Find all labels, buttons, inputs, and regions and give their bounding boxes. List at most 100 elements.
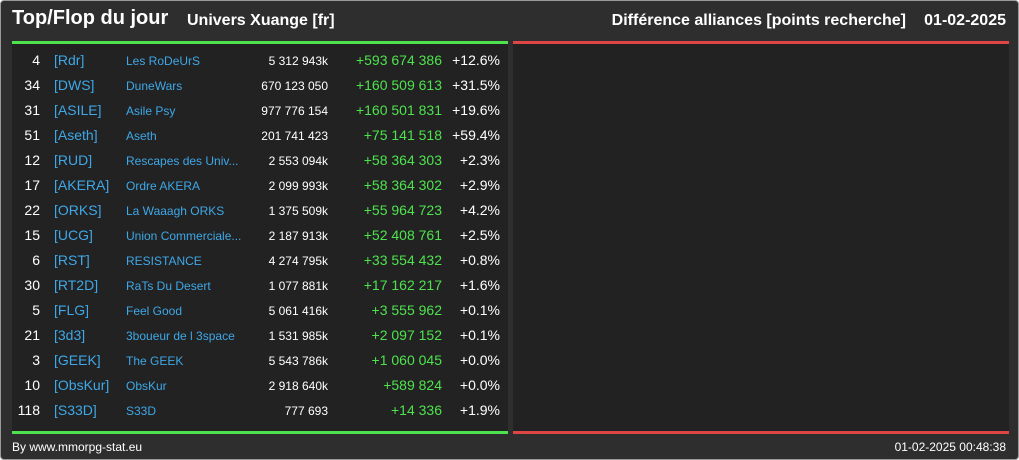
difference-cell: +593 674 386	[355, 52, 442, 68]
header: Top/Flop du jour Univers Xuange [fr] Dif…	[1, 1, 1018, 41]
alliance-name-link[interactable]: 3boueur de l 3space	[126, 329, 235, 343]
alliance-tag-link[interactable]: [ORKS]	[54, 202, 102, 218]
alliance-tag-link[interactable]: [3d3]	[54, 327, 86, 343]
alliance-tag-link[interactable]: [UCG]	[54, 227, 93, 243]
alliance-tag-link[interactable]: [ASILE]	[54, 102, 102, 118]
alliance-name-link[interactable]: Feel Good	[126, 304, 183, 318]
top-losers-panel	[513, 44, 1009, 431]
points-cell: 2 918 640k	[268, 379, 328, 393]
alliance-tag-link[interactable]: [FLG]	[54, 302, 90, 318]
table-row: 12 [RUD] Rescapes des Univ... 2 553 094k +58…	[12, 148, 508, 173]
alliance-tag-link[interactable]: [S33D]	[54, 402, 97, 418]
rank-cell: 15	[24, 227, 40, 243]
top-divider-red	[513, 41, 1009, 44]
alliance-name-link[interactable]: RaTs Du Desert	[126, 279, 211, 293]
percent-cell: +1.9%	[459, 402, 500, 418]
difference-cell: +589 824	[383, 377, 442, 393]
ranking-type-title: Différence alliances [points recherche]	[611, 12, 906, 29]
difference-cell: +14 336	[391, 402, 442, 418]
table-row: 118 [S33D] S33D 777 693 +14 336 +1.9%	[12, 398, 508, 423]
generated-timestamp: 01-02-2025 00:48:38	[894, 440, 1006, 454]
difference-cell: +55 964 723	[363, 202, 442, 218]
alliance-name-link[interactable]: ObsKur	[126, 379, 167, 393]
percent-cell: +31.5%	[452, 77, 500, 93]
table-row: 51 [Aseth] Aseth 201 741 423 +75 141 518 +59.…	[12, 123, 508, 148]
alliance-name-link[interactable]: Asile Psy	[126, 104, 176, 118]
difference-cell: +160 501 831	[355, 102, 442, 118]
table-row: 34 [DWS] DuneWars 670 123 050 +160 509 613 +3…	[12, 73, 508, 98]
alliance-name-link[interactable]: La Waaagh ORKS	[126, 204, 225, 218]
rank-cell: 51	[24, 127, 40, 143]
alliance-name-link[interactable]: Aseth	[126, 129, 157, 143]
points-cell: 670 123 050	[261, 79, 328, 93]
percent-cell: +0.1%	[459, 327, 500, 343]
percent-cell: +59.4%	[452, 127, 500, 143]
points-cell: 4 274 795k	[268, 254, 328, 268]
rank-cell: 31	[24, 102, 40, 118]
rank-cell: 5	[32, 302, 40, 318]
difference-cell: +17 162 217	[363, 277, 442, 293]
percent-cell: +2.3%	[459, 152, 500, 168]
difference-cell: +58 364 303	[363, 152, 442, 168]
rank-cell: 6	[32, 252, 40, 268]
percent-cell: +0.0%	[459, 377, 500, 393]
universe-subtitle: Univers Xuange [fr]	[187, 12, 335, 29]
alliance-tag-link[interactable]: [AKERA]	[54, 177, 110, 193]
points-cell: 2 187 913k	[268, 229, 328, 243]
percent-cell: +0.1%	[459, 302, 500, 318]
alliance-name-link[interactable]: DuneWars	[126, 79, 183, 93]
rank-cell: 10	[24, 377, 40, 393]
alliance-name-link[interactable]: The GEEK	[126, 354, 184, 368]
difference-cell: +2 097 152	[371, 327, 442, 343]
table-row: 10 [ObsKur] ObsKur 2 918 640k +589 824 +0.0%	[12, 373, 508, 398]
table-row: 5 [FLG] Feel Good 5 061 416k +3 555 962 +0.1%	[12, 298, 508, 323]
points-cell: 5 543 786k	[268, 354, 328, 368]
alliance-name-link[interactable]: RESISTANCE	[126, 254, 202, 268]
alliance-name-link[interactable]: Les RoDeUrS	[126, 54, 201, 68]
points-cell: 2 099 993k	[268, 179, 328, 193]
rank-cell: 34	[24, 77, 40, 93]
points-cell: 201 741 423	[261, 129, 328, 143]
percent-cell: +19.6%	[452, 102, 500, 118]
alliance-tag-link[interactable]: [ObsKur]	[54, 377, 110, 393]
ranking-date: 01-02-2025	[924, 12, 1006, 29]
difference-cell: +52 408 761	[363, 227, 442, 243]
alliance-name-link[interactable]: Union Commerciale...	[126, 229, 242, 243]
alliance-tag-link[interactable]: [Rdr]	[54, 52, 85, 68]
points-cell: 1 375 509k	[268, 204, 328, 218]
table-row: 6 [RST] RESISTANCE 4 274 795k +33 554 432 +0.…	[12, 248, 508, 273]
percent-cell: +0.0%	[459, 352, 500, 368]
table-row: 17 [AKERA] Ordre AKERA 2 099 993k +58 364 30…	[12, 173, 508, 198]
rank-cell: 17	[24, 177, 40, 193]
alliance-tag-link[interactable]: [RST]	[54, 252, 90, 268]
points-cell: 5 312 943k	[268, 54, 328, 68]
alliance-tag-link[interactable]: [RUD]	[54, 152, 93, 168]
page-title: Top/Flop du jour	[12, 7, 169, 29]
alliance-tag-link[interactable]: [Aseth]	[54, 127, 98, 143]
table-row: 21 [3d3] 3boueur de l 3space 1 531 985k +2 0…	[12, 323, 508, 348]
table-row: 4 [Rdr] Les RoDeUrS 5 312 943k +593 674 386 +…	[12, 48, 508, 73]
alliance-tag-link[interactable]: [RT2D]	[54, 277, 99, 293]
alliance-tag-link[interactable]: [DWS]	[54, 77, 95, 93]
rank-cell: 22	[24, 202, 40, 218]
points-cell: 1 077 881k	[268, 279, 328, 293]
table-row: 31 [ASILE] Asile Psy 977 776 154 +160 501 83…	[12, 98, 508, 123]
alliance-name-link[interactable]: Ordre AKERA	[126, 179, 201, 193]
credit-link[interactable]: By www.mmorpg-stat.eu	[12, 440, 143, 454]
bottom-divider-green	[12, 431, 508, 434]
rank-cell: 21	[24, 327, 40, 343]
points-cell: 977 776 154	[261, 104, 328, 118]
alliance-list: 4 [Rdr] Les RoDeUrS 5 312 943k +593 674 386 +…	[12, 48, 508, 423]
table-row: 15 [UCG] Union Commerciale... 2 187 913k +52…	[12, 223, 508, 248]
difference-cell: +160 509 613	[355, 77, 442, 93]
table-row: 22 [ORKS] La Waaagh ORKS 1 375 509k +55 964 …	[12, 198, 508, 223]
difference-cell: +75 141 518	[363, 127, 442, 143]
alliance-name-link[interactable]: Rescapes des Univ...	[126, 154, 239, 168]
alliance-name-link[interactable]: S33D	[126, 404, 157, 418]
difference-cell: +58 364 302	[363, 177, 442, 193]
points-cell: 777 693	[284, 404, 328, 418]
rank-cell: 3	[32, 352, 40, 368]
alliance-tag-link[interactable]: [GEEK]	[54, 352, 101, 368]
top-divider-green	[12, 41, 508, 44]
